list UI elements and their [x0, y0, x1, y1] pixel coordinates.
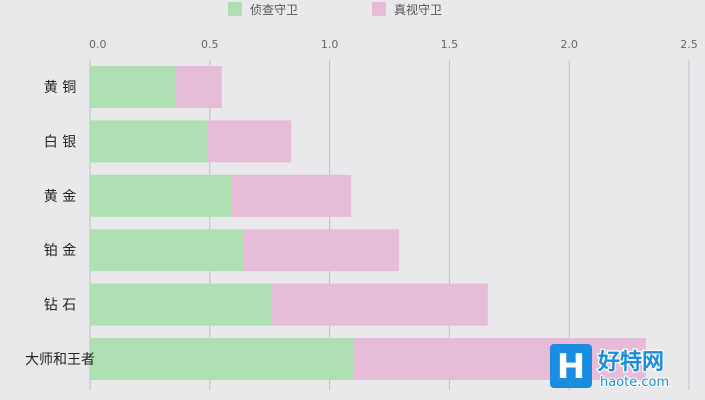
grid-lines	[89, 60, 690, 390]
bar-segment-series-1	[90, 66, 177, 108]
bar-segment-series-2	[207, 120, 292, 163]
bar-segment-series-1	[90, 229, 244, 272]
category-label: 白 银	[44, 134, 76, 150]
legend: 侦查守卫 真视守卫	[228, 2, 442, 17]
x-tick-label: 0.0	[89, 38, 107, 51]
bar-segment-series-1	[90, 338, 354, 380]
x-tick-label: 1.5	[441, 38, 459, 51]
bar-segment-series-2	[243, 229, 400, 272]
legend-label-1: 侦查守卫	[250, 3, 298, 17]
bar-segment-series-1	[90, 120, 208, 163]
legend-swatch-1	[228, 2, 242, 16]
bar-segment-series-1	[90, 283, 273, 326]
legend-swatch-2	[372, 2, 386, 16]
bar-segment-series-2	[176, 66, 222, 108]
watermark-url: haote.com	[600, 375, 669, 390]
x-tick-label: 0.5	[201, 38, 219, 51]
bar-segment-series-2	[272, 283, 488, 326]
x-tick-label: 2.5	[680, 38, 698, 51]
watermark: H 好特网 haote.com	[550, 344, 670, 391]
watermark-logo-bg	[550, 344, 592, 388]
category-label: 黄 铜	[44, 79, 76, 96]
bar-segment-series-2	[231, 174, 352, 217]
bar-segment-series-2	[353, 338, 646, 380]
x-tick-label: 2.0	[560, 38, 578, 51]
watermark-brand: 好特网	[597, 349, 664, 375]
bar-segment-series-1	[90, 174, 232, 217]
category-label: 铂 金	[44, 243, 76, 259]
category-label: 钻 石	[44, 298, 76, 314]
category-label: 黄 金	[44, 188, 76, 205]
watermark-logo-letter: H	[557, 347, 585, 387]
legend-label-2: 真视守卫	[394, 2, 442, 17]
x-axis-ticks: 0.0 0.5 1.0 1.5 2.0 2.5	[89, 38, 698, 51]
x-tick-label: 1.0	[321, 38, 339, 51]
bars	[90, 66, 646, 380]
category-label: 大师和王者	[25, 352, 95, 368]
